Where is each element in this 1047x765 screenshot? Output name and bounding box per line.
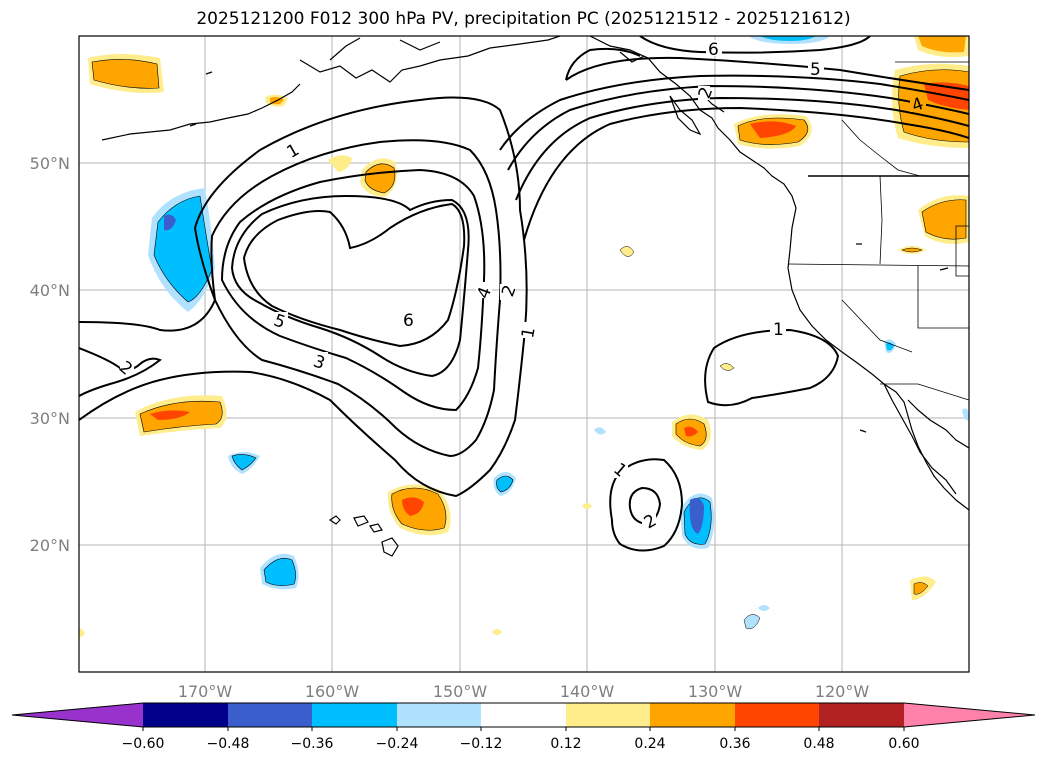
lat-label: 40°N [30, 281, 70, 300]
lon-label: 160°W [305, 682, 360, 701]
pv-contour-2 [79, 347, 162, 397]
lat-label: 30°N [30, 409, 70, 428]
pv-contour-5 [565, 47, 641, 81]
map-area [79, 36, 969, 672]
coastlines [101, 36, 969, 557]
colorbar-tick-label: 0.36 [719, 736, 750, 752]
pv-contour-1 [499, 74, 969, 151]
latitude-labels: 50°N 40°N 30°N 20°N [30, 154, 70, 555]
precip-blob [150, 410, 190, 420]
colorbar-segment [143, 703, 228, 727]
lon-label: 140°W [560, 682, 615, 701]
lon-label: 170°W [178, 682, 233, 701]
precip-blob [913, 582, 929, 595]
lon-label: 150°W [433, 682, 488, 701]
colorbar-extend-right [904, 703, 1035, 727]
pv-contour-3 [515, 96, 969, 201]
precip-blob [263, 558, 296, 586]
colorbar-segment [481, 703, 566, 727]
contour-label: 1 [518, 326, 540, 340]
colorbar-segment [397, 703, 481, 727]
pv-contour-3 [220, 168, 486, 412]
precip-blob [684, 426, 698, 437]
contour-label: 6 [403, 311, 414, 331]
precip-blob [619, 246, 635, 257]
pv-contour-6 [639, 36, 871, 54]
map-frame [78, 35, 970, 673]
precip-blob [689, 498, 704, 534]
map-title: 2025121200 F012 300 hPa PV, precipitatio… [196, 9, 851, 29]
colorbar-extend-left [12, 703, 143, 727]
pv-contour-4 [230, 194, 470, 378]
precip-blob [79, 628, 85, 638]
precip-blob [164, 214, 176, 231]
colorbar-segment [650, 703, 735, 727]
precip-blob [901, 247, 923, 253]
precip-blob [496, 475, 514, 493]
longitude-labels: 170°W 160°W 150°W 140°W 130°W 120°W [178, 682, 870, 701]
contour-label: 1 [773, 320, 784, 340]
pv-contour-2 [507, 84, 969, 171]
precip-blob [91, 59, 160, 89]
colorbar-tick-label: 0.12 [550, 736, 581, 752]
colorbar-segment [228, 703, 312, 727]
lon-label: 130°W [688, 682, 743, 701]
precip-blob [719, 363, 735, 371]
lat-label: 20°N [30, 536, 70, 555]
precip-blob [402, 497, 424, 516]
colorbar: −0.60 −0.48 −0.36 −0.24 −0.12 0.12 0.24 … [11, 702, 1036, 752]
precip-blob [582, 503, 592, 509]
pv-contours [79, 36, 969, 552]
precip-blob [758, 605, 770, 611]
contour-label: 6 [708, 40, 719, 60]
colorbar-segment [566, 703, 650, 727]
precip-blob [231, 454, 257, 471]
colorbar-segment [735, 703, 819, 727]
colorbar-tick-label: −0.24 [376, 736, 419, 752]
pv-contour-2 [628, 486, 662, 526]
colorbar-segment [819, 703, 904, 727]
colorbar-segment [312, 703, 397, 727]
gridlines [79, 36, 969, 672]
lat-label: 50°N [30, 154, 70, 173]
colorbar-tick-label: 0.60 [888, 736, 919, 752]
colorbar-tick-label: 0.24 [634, 736, 665, 752]
pv-contour-1 [79, 96, 528, 498]
precip-blob [743, 614, 761, 630]
colorbar-tick-label: −0.36 [291, 736, 334, 752]
colorbar-tick-label: −0.60 [122, 736, 165, 752]
pv-contour-1 [704, 328, 840, 407]
pv-contour-5 [242, 202, 466, 348]
precip-blob [918, 36, 966, 53]
pv-contour-2 [210, 139, 502, 458]
pv-contour-5 [565, 56, 969, 91]
precip-blob [492, 629, 502, 635]
precip-blob [760, 36, 816, 41]
lon-label: 120°W [815, 682, 870, 701]
precip-blob [328, 155, 352, 172]
colorbar-tick-label: 0.48 [803, 736, 834, 752]
precip-blob [921, 199, 967, 240]
contour-label: 5 [810, 60, 821, 80]
precip-blob [594, 427, 606, 435]
colorbar-tick-label: −0.48 [207, 736, 250, 752]
precip-blob [962, 408, 969, 421]
pv-contour-4 [523, 106, 969, 241]
precip-blob [750, 121, 796, 138]
colorbar-tick-label: −0.12 [460, 736, 503, 752]
